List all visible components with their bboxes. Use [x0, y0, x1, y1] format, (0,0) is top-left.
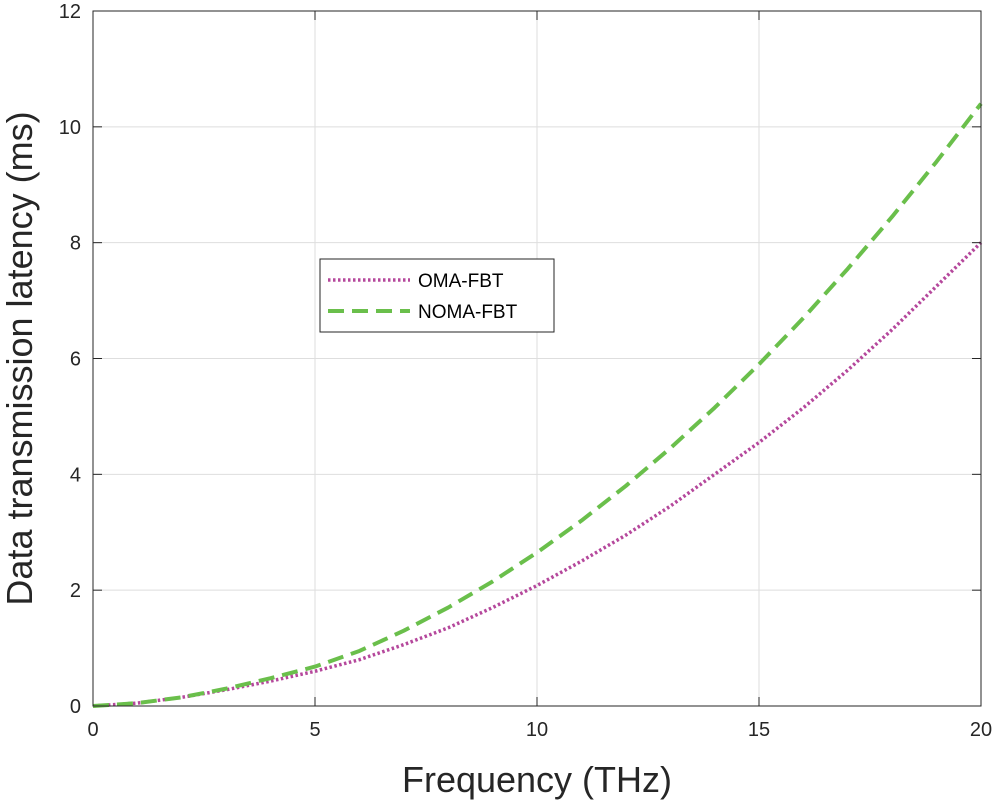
y-tick-label: 12	[59, 1, 81, 23]
y-tick-label: 0	[70, 696, 81, 718]
series-lines	[92, 102, 983, 708]
series-line-noma-fbt	[92, 102, 983, 708]
y-tick-label: 8	[70, 233, 81, 255]
x-axis-label: Frequency (THz)	[402, 759, 672, 800]
x-tick-label: 5	[309, 719, 320, 741]
axis-ticks: 0 5 10 15 20 0 2 4 6 8 10 12	[59, 1, 992, 741]
y-tick-label: 2	[70, 580, 81, 602]
y-tick-label: 10	[59, 117, 81, 139]
legend-box	[319, 258, 555, 333]
x-tick-label: 15	[748, 719, 770, 741]
legend: OMA-FBT NOMA-FBT	[319, 258, 555, 333]
x-tick-label: 0	[87, 719, 98, 741]
grid-lines	[92, 10, 982, 707]
y-tick-label: 4	[70, 464, 81, 486]
x-tick-label: 10	[526, 719, 548, 741]
y-axis-label: Data transmission latency (ms)	[0, 111, 40, 605]
legend-label: NOMA-FBT	[418, 302, 518, 323]
legend-label: OMA-FBT	[418, 271, 504, 292]
y-tick-label: 6	[70, 349, 81, 371]
x-tick-label: 20	[970, 719, 992, 741]
